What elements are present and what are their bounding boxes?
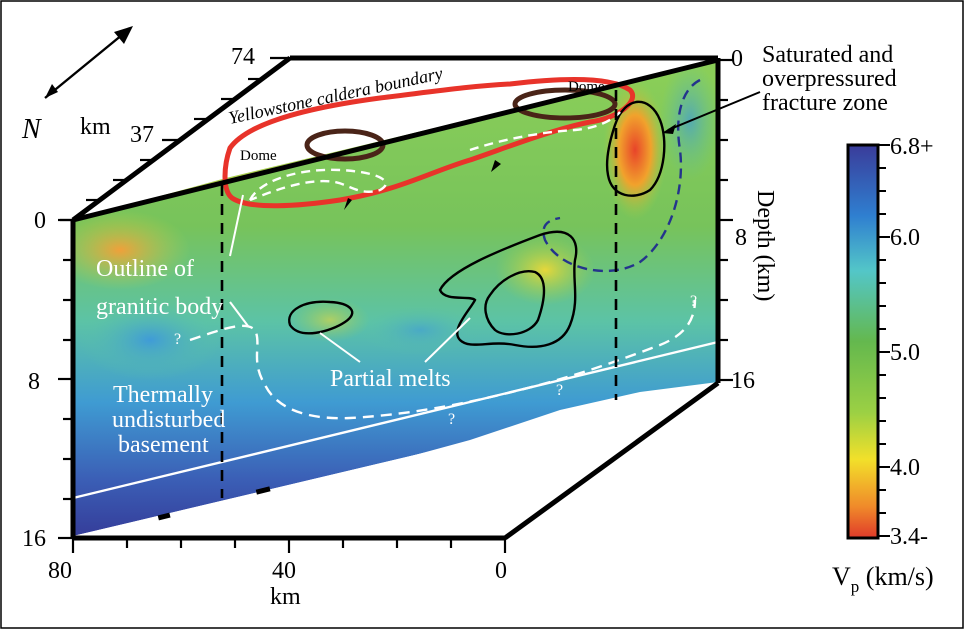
basement-boundary-line — [72, 340, 719, 500]
top-axis-unit: km — [80, 114, 111, 140]
colorbar-tick-4-0: 4.0 — [890, 455, 920, 481]
granitic-leader-lower — [229, 301, 249, 327]
granitic-leader-upper — [229, 194, 244, 257]
diagonal-axis-ticks — [60, 56, 290, 222]
right-tick-8: 8 — [735, 225, 747, 251]
basement-label-line3: basement — [118, 432, 209, 458]
fracture-zone-label-line1: Saturated and — [762, 42, 893, 68]
bottom-axis-unit: km — [270, 584, 301, 610]
partial-melt-leader-right — [424, 317, 471, 363]
uncertain-mark: ? — [690, 293, 697, 310]
granitic-body-upper-outline — [248, 168, 387, 202]
dome-right-outline — [512, 87, 618, 121]
granitic-label-line2: granitic body — [96, 294, 223, 320]
fracture-zone-arrowhead — [662, 124, 676, 134]
fracture-zone-outline — [605, 100, 666, 197]
partial-melt-small-outline — [288, 300, 354, 335]
left-tick-8: 8 — [28, 369, 40, 395]
colorbar-label-unit: (km/s) — [859, 562, 933, 591]
partial-melt-inner-outline — [484, 270, 546, 336]
colorbar-tick-6-0: 6.0 — [890, 225, 920, 251]
top-tick-37: 37 — [130, 122, 154, 148]
arrowhead-marker — [491, 160, 501, 172]
caldera-boundary-outline — [222, 76, 635, 209]
north-arrow-icon — [44, 26, 133, 99]
partial-melt-large-outline — [438, 230, 578, 348]
fracture-zone-leader — [667, 91, 761, 131]
left-tick-16: 16 — [22, 526, 46, 552]
bottom-axis-ticks — [71, 538, 507, 553]
colorbar-label-v: V — [832, 562, 851, 591]
bottom-tick-40: 40 — [272, 558, 296, 584]
colorbar-tick-3-4: 3.4- — [890, 524, 928, 550]
uncovered-region — [150, 382, 718, 540]
fracture-zone-label-line2: overpressured — [762, 66, 897, 92]
right-tick-16: 16 — [731, 368, 755, 394]
uncertain-mark: ? — [556, 382, 563, 399]
velocity-colorbar: 6.8+ 6.0 5.0 4.0 3.4- Vp (km/s) — [832, 134, 934, 596]
depth-axis-label: Depth (km) — [752, 190, 778, 301]
colorbar-label: Vp (km/s) — [832, 562, 934, 596]
edge-mark — [157, 512, 171, 521]
fracture-zone-label-line3: fracture zone — [762, 90, 888, 116]
block-frame — [70, 55, 721, 541]
dome-left-label: Dome — [240, 148, 277, 164]
partial-melt-leader-left — [319, 332, 361, 363]
colorbar-tick-5-0: 5.0 — [890, 340, 920, 366]
uncertain-mark: ? — [174, 331, 181, 348]
bottom-tick-0: 0 — [495, 558, 507, 584]
colorbar-label-subscript: p — [851, 577, 860, 596]
colorbar-tick-6-8: 6.8+ — [890, 134, 934, 160]
edge-mark — [255, 486, 271, 495]
left-tick-0: 0 — [34, 208, 46, 234]
right-tick-0: 0 — [731, 46, 743, 72]
uncertain-mark: ? — [448, 411, 455, 428]
basement-label-line2: undisturbed — [112, 407, 225, 433]
basement-label-line1: Thermally — [113, 382, 213, 408]
top-tick-74: 74 — [231, 44, 255, 70]
arrowhead-marker — [344, 198, 352, 210]
bottom-tick-80: 80 — [48, 558, 72, 584]
right-axis-ticks — [718, 58, 733, 382]
partial-melts-label: Partial melts — [330, 366, 451, 392]
granitic-body-lower-outline — [189, 299, 697, 420]
north-label: N — [21, 114, 42, 145]
colorbar-gradient — [846, 143, 880, 540]
granitic-label-line1: Outline of — [96, 256, 194, 282]
dome-right-label: Dome — [568, 79, 605, 95]
